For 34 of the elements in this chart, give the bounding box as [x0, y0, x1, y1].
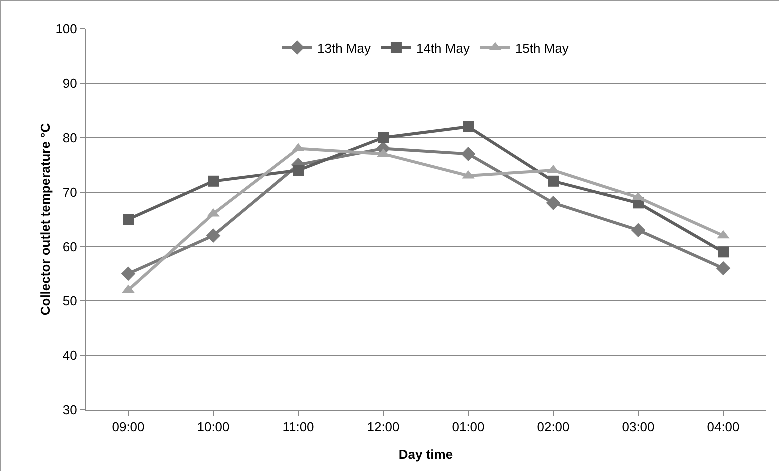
point — [293, 165, 304, 176]
legend-label: 13th May — [318, 40, 372, 56]
y-tick-label: 30 — [62, 402, 78, 418]
point — [548, 176, 559, 187]
point — [463, 121, 474, 132]
y-tick-label: 100 — [56, 22, 78, 37]
point — [631, 223, 646, 238]
point — [461, 147, 476, 162]
y-tick-label: 60 — [62, 239, 78, 254]
x-tick-label: 03:00 — [622, 420, 655, 435]
x-tick-label: 01:00 — [452, 420, 485, 435]
y-tick-label: 70 — [62, 184, 78, 200]
y-tick-label: 90 — [62, 76, 78, 91]
point — [716, 261, 731, 276]
y-tick-label: 50 — [62, 294, 78, 309]
x-tick-label: 04:00 — [707, 420, 740, 435]
x-tick-label: 02:00 — [537, 420, 570, 435]
point — [206, 228, 221, 243]
y-tick-label: 40 — [62, 348, 78, 364]
point — [123, 214, 134, 225]
legend-label: 15th May — [515, 40, 570, 56]
y-tick-label: 80 — [62, 130, 78, 146]
x-tick-label: 09:00 — [112, 420, 145, 435]
x-tick-label: 12:00 — [367, 420, 400, 435]
x-tick-label: 10:00 — [197, 420, 230, 435]
point — [121, 266, 136, 282]
y-axis-title: Collector outlet temperature °C — [38, 122, 53, 316]
point — [208, 176, 219, 187]
point — [378, 132, 389, 144]
x-axis-title: Day time — [398, 447, 454, 462]
legend-label: 14th May — [416, 40, 470, 56]
point — [718, 246, 729, 258]
point — [546, 196, 561, 210]
x-tick-label: 11:00 — [282, 420, 314, 435]
